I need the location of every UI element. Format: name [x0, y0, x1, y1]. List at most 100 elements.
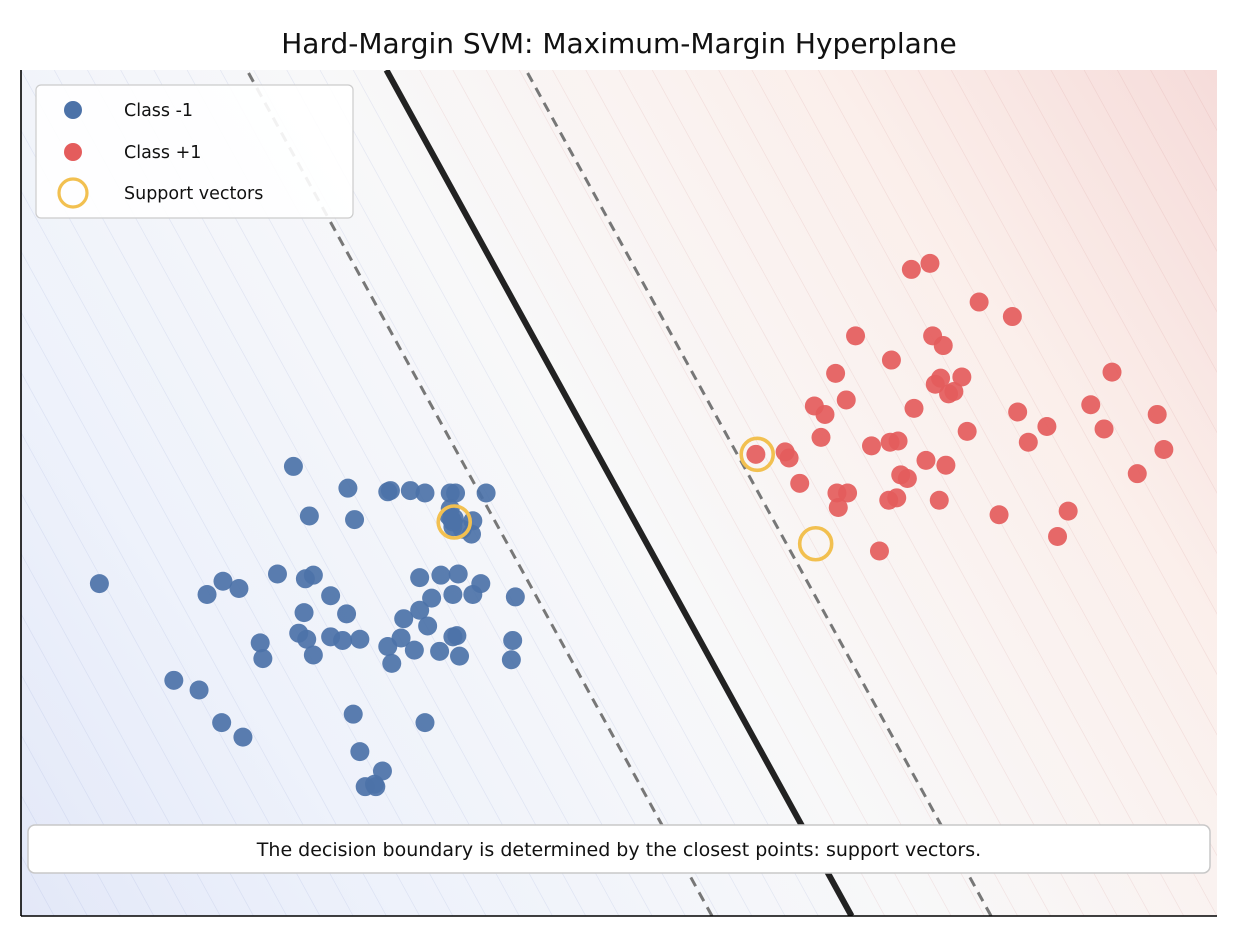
legend-label-class-neg: Class -1: [124, 101, 193, 121]
point-class-neg: [415, 713, 435, 733]
contour-line: [718, 70, 1185, 916]
point-class-pos: [969, 292, 989, 312]
point-class-pos: [887, 488, 907, 508]
point-class-neg: [503, 630, 523, 650]
point-class-pos: [838, 483, 858, 503]
point-class-pos: [904, 398, 924, 418]
support-vector-ring: [739, 436, 776, 473]
data-points: [89, 253, 1174, 797]
point-class-neg: [229, 578, 249, 598]
point-class-pos: [1058, 501, 1078, 521]
contour-line: [552, 70, 1018, 916]
contour-line: [485, 70, 952, 916]
point-class-pos: [846, 326, 866, 346]
contour-line: [21, 431, 288, 916]
point-class-pos: [1018, 432, 1038, 452]
point-class-neg: [378, 482, 398, 502]
point-class-neg: [391, 628, 411, 648]
point-class-pos: [746, 444, 766, 464]
point-class-neg: [303, 565, 323, 585]
point-class-neg: [443, 627, 463, 647]
point-class-neg: [303, 645, 323, 665]
contour-line: [21, 310, 354, 916]
annotation-frame: [27, 824, 1211, 874]
point-class-pos: [1147, 404, 1167, 424]
point-class-neg: [343, 704, 363, 724]
contour-line: [519, 70, 985, 916]
point-class-neg: [410, 600, 430, 620]
contour-line: [1017, 70, 1217, 434]
point-class-neg: [431, 565, 451, 585]
contour-line: [784, 70, 1217, 857]
contour-line: [21, 552, 221, 916]
point-class-neg: [430, 641, 450, 661]
contour-line: [1083, 70, 1217, 313]
point-class-neg: [350, 742, 370, 762]
point-class-pos: [1102, 362, 1122, 382]
point-class-pos: [1081, 395, 1101, 415]
point-class-pos: [861, 436, 881, 456]
point-class-pos: [952, 367, 972, 387]
point-class-neg: [297, 629, 317, 649]
point-class-neg: [366, 777, 386, 797]
legend-marker-class-neg: [64, 101, 82, 119]
point-class-pos: [1008, 402, 1028, 422]
point-class-neg: [418, 616, 438, 636]
point-class-neg: [253, 649, 273, 669]
point-class-pos: [957, 421, 977, 441]
point-class-pos: [888, 431, 908, 451]
point-class-pos: [939, 384, 959, 404]
point-class-neg: [415, 483, 435, 503]
point-class-pos: [931, 368, 951, 388]
contour-line: [585, 70, 1052, 916]
point-class-pos: [826, 363, 846, 383]
point-class-pos: [869, 541, 889, 561]
margin-line-positive: [524, 70, 993, 916]
contour-line: [751, 70, 1217, 916]
contour-line: [818, 70, 1217, 796]
point-class-neg: [448, 564, 468, 584]
point-class-neg: [321, 586, 341, 606]
point-class-neg: [422, 588, 442, 608]
point-class-pos: [779, 448, 799, 468]
point-class-neg: [476, 483, 496, 503]
point-class-pos: [989, 505, 1009, 525]
contour-line: [286, 70, 753, 916]
support-vector-ring: [436, 504, 473, 540]
point-class-pos: [916, 450, 936, 470]
point-class-pos: [828, 498, 848, 518]
contour-line: [1050, 70, 1217, 373]
contour-line: [685, 70, 1151, 916]
point-class-neg: [404, 640, 424, 660]
contour-line: [21, 673, 155, 916]
point-class-neg: [350, 629, 370, 649]
point-class-pos: [881, 350, 901, 370]
annotation-box: The decision boundary is determined by t…: [27, 824, 1211, 874]
point-class-neg: [267, 564, 287, 584]
plot-area: [21, 70, 1217, 916]
point-class-neg: [294, 603, 314, 623]
point-class-pos: [815, 404, 835, 424]
point-class-pos: [1127, 464, 1147, 484]
legend-marker-support-vectors: [57, 177, 89, 209]
point-class-neg: [89, 574, 109, 594]
point-class-neg: [372, 761, 392, 781]
point-class-neg: [299, 506, 319, 526]
axes-spines: [20, 70, 1217, 917]
point-class-neg: [250, 633, 270, 653]
point-class-neg: [443, 585, 463, 605]
legend-marker-class-pos: [64, 143, 82, 161]
annotation-text: The decision boundary is determined by t…: [256, 839, 981, 861]
point-class-pos: [811, 427, 831, 447]
contour-line: [21, 190, 420, 916]
legend: Class -1 Class +1 Support vectors: [35, 84, 354, 219]
contour-line: [21, 613, 188, 916]
contour-line: [21, 250, 387, 916]
decision-boundary-line: [383, 70, 855, 916]
point-class-pos: [1154, 439, 1174, 459]
point-class-neg: [189, 680, 209, 700]
contour-line: [419, 70, 886, 916]
chart-title: Hard-Margin SVM: Maximum-Margin Hyperpla…: [281, 27, 957, 60]
point-class-neg: [233, 727, 253, 747]
point-class-neg: [382, 653, 402, 673]
